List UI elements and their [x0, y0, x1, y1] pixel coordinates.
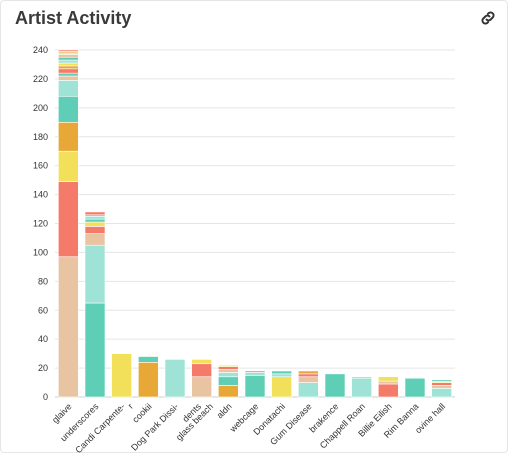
bar-segment	[58, 75, 79, 81]
bar-segment	[218, 366, 239, 370]
bar-segment	[431, 385, 452, 389]
bar-segment	[58, 72, 79, 77]
y-tick-label: 220	[33, 74, 48, 84]
bar-segment	[244, 375, 266, 398]
y-tick-label: 180	[33, 132, 48, 142]
y-tick-label: 40	[38, 334, 48, 344]
bar-segment	[298, 376, 319, 383]
y-tick-label: 160	[33, 161, 48, 171]
bar-segment	[378, 376, 399, 382]
bar-segment	[191, 363, 212, 378]
bar-segment	[351, 376, 372, 379]
y-tick-label: 20	[38, 363, 48, 373]
bar-segment	[218, 376, 239, 386]
bar-segment	[218, 369, 239, 373]
bar-segment	[84, 244, 106, 304]
bar-segment	[298, 373, 319, 378]
bar-segment	[138, 356, 159, 363]
bar-segment	[58, 54, 79, 58]
chart-title: Artist Activity	[15, 8, 132, 28]
bar-segment	[431, 379, 452, 382]
bar-segment	[218, 364, 239, 367]
bar-segment	[298, 382, 319, 398]
bar-segment	[84, 302, 106, 398]
y-tick-label: 200	[33, 103, 48, 113]
bar-segment	[244, 370, 266, 373]
bar-segment	[84, 226, 106, 234]
bar-segment	[378, 383, 399, 398]
bar-segment	[271, 376, 292, 398]
bar-segment	[218, 372, 239, 378]
y-tick-label: 140	[33, 190, 48, 200]
bar-segment	[84, 218, 106, 223]
bar-segment	[164, 359, 186, 398]
bar-segment	[58, 62, 79, 67]
bar-segment	[58, 181, 79, 258]
bar-segment	[58, 65, 79, 70]
bar-segment	[191, 359, 212, 365]
y-tick-label: 100	[33, 247, 48, 257]
bar-segment	[58, 80, 79, 97]
bar-segment	[84, 215, 106, 220]
bar-segment	[431, 382, 452, 386]
bar-segment	[191, 376, 212, 398]
x-tick-label: cookii	[130, 401, 153, 424]
bar-segment	[378, 380, 399, 385]
bar-segment	[138, 361, 159, 398]
bar-segment	[271, 373, 292, 378]
bar-segment	[58, 150, 79, 182]
y-tick-label: 60	[38, 305, 48, 315]
bar-segment	[84, 211, 106, 216]
x-tick-label: aldn	[215, 401, 234, 420]
bar-segment	[58, 49, 79, 52]
x-tick-label: r	[126, 401, 135, 410]
bar-segment	[58, 256, 79, 398]
x-tick-label: glaive	[50, 401, 74, 425]
bar-segment	[218, 385, 239, 398]
bar-segment	[58, 59, 79, 64]
link-icon[interactable]	[479, 9, 497, 27]
bar-segment	[84, 221, 106, 227]
y-tick-label: 240	[33, 45, 48, 55]
x-tick-label: Dog Park Dissi-	[129, 401, 180, 452]
bar-segment	[58, 68, 79, 74]
y-tick-label: 0	[43, 392, 48, 402]
bar-segment	[271, 370, 292, 375]
bar-segment	[298, 370, 319, 375]
y-tick-label: 120	[33, 219, 48, 229]
bar-segment	[84, 233, 106, 246]
bar-segment	[244, 372, 266, 376]
bar-segment	[58, 95, 79, 123]
bar-segment	[351, 377, 372, 398]
bar-segment	[111, 353, 132, 398]
bar-segment	[431, 388, 452, 398]
y-tick-label: 80	[38, 276, 48, 286]
bar-segment	[324, 373, 346, 398]
bar-segment	[58, 56, 79, 61]
bar-segment	[404, 377, 426, 398]
bar-segment	[58, 121, 79, 152]
